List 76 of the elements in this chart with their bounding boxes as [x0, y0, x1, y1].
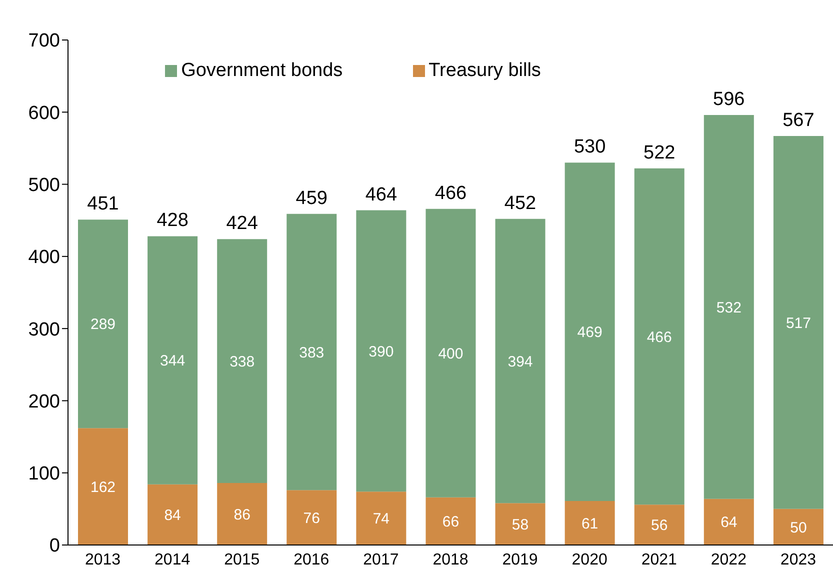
- data-label: 66: [442, 514, 460, 531]
- x-tick-label: 2018: [432, 551, 468, 568]
- bar: [634, 504, 684, 545]
- x-tick-label: 2022: [710, 551, 747, 568]
- data-label: 58: [512, 516, 529, 534]
- x-tick-label: 2023: [780, 551, 816, 568]
- bar: [217, 482, 268, 545]
- data-label: 86: [234, 506, 250, 524]
- total-label: 464: [365, 184, 398, 206]
- bar: [148, 236, 198, 484]
- x-tick-label: 2013: [84, 551, 121, 568]
- x-tick-label: 2016: [294, 551, 330, 568]
- x-tick-label: 2017: [363, 551, 399, 568]
- x-tick-label: 2015: [224, 551, 260, 568]
- data-label: 466: [646, 328, 672, 346]
- bar: [773, 508, 824, 545]
- data-label: 64: [720, 514, 738, 532]
- data-label: 469: [577, 324, 602, 342]
- bar: [356, 210, 406, 492]
- bar: [286, 490, 337, 545]
- total-label: 452: [504, 192, 536, 214]
- total-label: 530: [574, 136, 606, 158]
- total-label: 596: [713, 89, 745, 110]
- y-tick-label: 100: [28, 464, 60, 485]
- y-tick-label: 400: [28, 247, 60, 268]
- data-label: 74: [372, 510, 390, 528]
- bar: [426, 208, 476, 498]
- data-label: 338: [230, 353, 255, 370]
- bar: [356, 492, 406, 545]
- bar: [495, 218, 546, 504]
- total-label: 522: [644, 142, 676, 164]
- bar: [495, 503, 546, 545]
- data-label: 162: [90, 478, 116, 496]
- bar: [78, 220, 128, 428]
- legend-label: Government bonds: [181, 60, 343, 81]
- total-label: 459: [296, 188, 328, 209]
- data-label: 56: [651, 517, 668, 534]
- data-label: 84: [164, 507, 181, 524]
- y-tick-label: 700: [28, 30, 60, 52]
- bar: [426, 497, 476, 545]
- data-label: 400: [438, 345, 464, 362]
- bar: [217, 239, 268, 483]
- data-label: 383: [299, 344, 324, 362]
- bar: [634, 168, 684, 505]
- bar: [564, 500, 615, 545]
- data-label: 394: [508, 353, 533, 370]
- y-tick-label: 600: [28, 102, 60, 124]
- data-label: 532: [716, 299, 742, 316]
- x-tick-label: 2021: [641, 551, 678, 568]
- data-label: 289: [90, 316, 116, 334]
- bar: [773, 136, 824, 509]
- bar: [148, 484, 198, 545]
- legend-label: Treasury bills: [428, 60, 541, 81]
- data-label: 50: [790, 519, 807, 536]
- bar: [564, 162, 615, 501]
- total-label: 428: [156, 210, 188, 232]
- total-label: 567: [782, 110, 814, 131]
- data-label: 517: [786, 314, 811, 332]
- y-tick-label: 300: [28, 319, 60, 340]
- bar: [704, 498, 754, 545]
- y-tick-label: 500: [28, 175, 60, 196]
- x-tick-label: 2014: [154, 551, 190, 568]
- data-label: 76: [303, 510, 320, 527]
- data-label: 61: [581, 515, 598, 532]
- total-label: 466: [434, 182, 467, 204]
- x-tick-label: 2019: [502, 551, 538, 568]
- bar: [704, 115, 754, 499]
- bar: [286, 214, 337, 490]
- bar: [78, 428, 128, 545]
- total-label: 451: [87, 194, 119, 215]
- y-tick-label: 200: [28, 391, 60, 412]
- y-tick-label: 0: [49, 536, 60, 557]
- total-label: 424: [226, 213, 258, 234]
- data-label: 344: [160, 352, 186, 370]
- x-tick-label: 2020: [572, 551, 608, 568]
- data-label: 390: [368, 343, 394, 360]
